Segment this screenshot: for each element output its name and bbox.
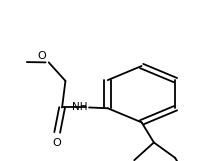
Text: NH: NH [72,102,88,113]
Text: O: O [52,137,61,148]
Text: O: O [38,51,46,61]
